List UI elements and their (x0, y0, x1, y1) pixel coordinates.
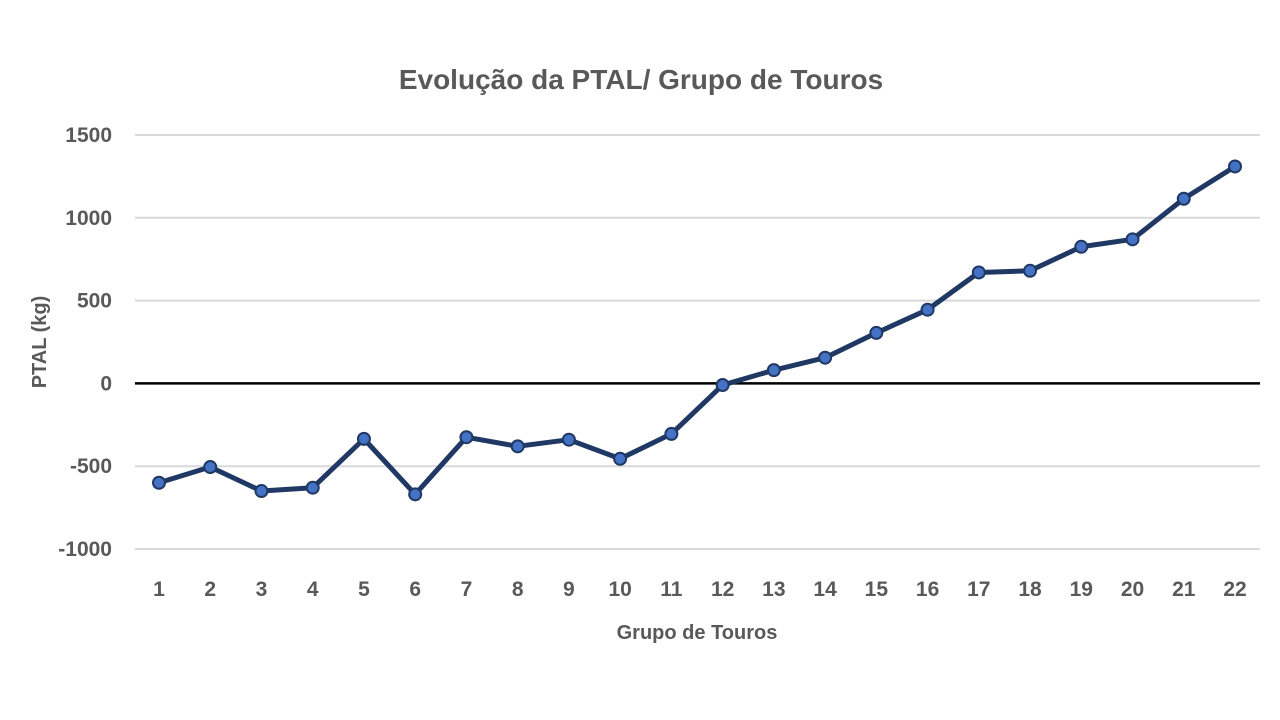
x-tick-label: 5 (358, 578, 370, 601)
data-point (971, 265, 986, 280)
x-tick-label: 6 (409, 578, 421, 601)
x-tick-label: 11 (660, 578, 683, 601)
x-tick-label: 10 (608, 578, 631, 601)
y-axis-label: PTAL (kg) (29, 296, 51, 389)
x-tick-label: 3 (256, 578, 268, 601)
data-point (356, 431, 371, 446)
data-series (152, 159, 1242, 502)
data-point (152, 475, 166, 490)
data-point (664, 426, 679, 441)
data-point (203, 460, 218, 475)
x-tick-label: 19 (1070, 578, 1093, 601)
data-point (1023, 263, 1038, 278)
series-line (156, 163, 1238, 497)
y-tick-label: 1500 (65, 124, 112, 147)
x-tick-label: 9 (563, 578, 575, 601)
x-tick-label: 15 (865, 578, 889, 601)
data-point (459, 430, 474, 445)
data-point (869, 325, 884, 340)
chart-title: Evolução da PTAL/ Grupo de Touros (399, 64, 883, 95)
y-tick-label: -500 (70, 455, 112, 478)
x-tick-label: 12 (711, 578, 734, 601)
data-point (254, 484, 269, 499)
x-tick-label: 8 (512, 578, 524, 601)
x-tick-label: 22 (1223, 578, 1246, 601)
data-point (715, 378, 730, 393)
x-tick-label: 21 (1172, 578, 1196, 601)
y-tick-label: 1000 (65, 207, 112, 230)
x-tick-label: 20 (1121, 578, 1144, 601)
data-point (1176, 191, 1191, 206)
data-point (305, 480, 320, 495)
y-tick-label: -1000 (58, 538, 112, 561)
data-point (510, 439, 525, 454)
x-tick-label: 18 (1018, 578, 1042, 601)
data-point (561, 432, 576, 447)
data-point (1074, 239, 1089, 254)
y-axis-ticks: 1500 1000 500 0 -500 -1000 (58, 124, 112, 561)
data-point (1125, 232, 1140, 247)
x-tick-label: 14 (813, 578, 837, 601)
x-tick-label: 17 (967, 578, 990, 601)
x-tick-label: 13 (762, 578, 785, 601)
x-tick-label: 16 (916, 578, 939, 601)
x-tick-label: 7 (461, 578, 473, 601)
data-point (408, 487, 423, 502)
data-point (920, 302, 935, 317)
x-tick-label: 4 (307, 578, 319, 601)
gridlines (135, 134, 1260, 550)
y-tick-label: 500 (77, 290, 112, 313)
x-axis-label: Grupo de Touros (617, 622, 778, 644)
data-point (1228, 159, 1242, 174)
x-tick-label: 2 (204, 578, 216, 601)
data-point (818, 350, 833, 365)
y-tick-label: 0 (100, 372, 112, 395)
data-point (613, 451, 628, 466)
x-axis-ticks: 1 2 3 4 5 6 7 8 9 10 11 12 13 14 15 16 17 18 19 20 21 22 (153, 578, 1247, 601)
data-point (766, 363, 781, 378)
x-tick-label: 1 (153, 578, 165, 601)
